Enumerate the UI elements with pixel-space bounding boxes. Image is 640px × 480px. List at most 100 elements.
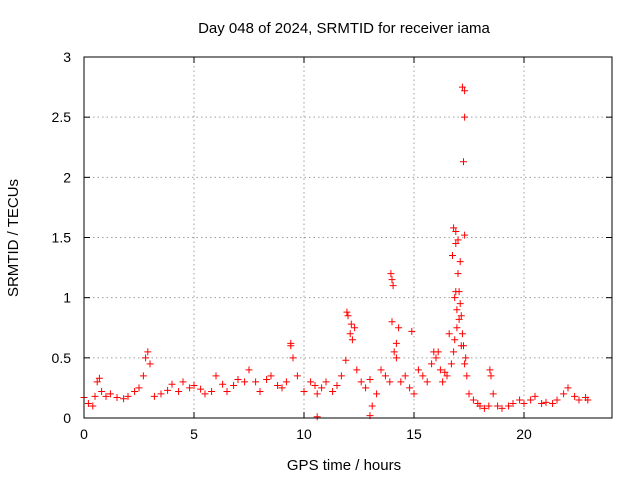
data-point — [452, 240, 460, 248]
data-point — [414, 366, 422, 374]
data-point — [179, 378, 187, 386]
grid-lines — [84, 57, 612, 418]
data-point — [469, 396, 477, 404]
data-point — [282, 378, 290, 386]
x-tick-label: 0 — [80, 426, 88, 442]
data-point — [560, 390, 568, 398]
data-point — [461, 87, 469, 95]
data-point — [449, 252, 456, 260]
data-point — [389, 282, 397, 290]
x-tick-label: 20 — [516, 426, 532, 442]
data-point — [124, 392, 132, 400]
data-point — [520, 400, 528, 408]
data-point — [168, 380, 176, 388]
data-point — [318, 384, 326, 392]
data-point — [450, 224, 458, 232]
data-point — [267, 372, 275, 380]
data-point — [443, 372, 451, 380]
data-point — [390, 348, 398, 356]
data-point — [527, 396, 535, 404]
data-point — [278, 384, 286, 392]
data-point — [351, 324, 359, 332]
data-point — [498, 404, 506, 412]
data-point — [461, 113, 469, 121]
data-point — [455, 315, 463, 323]
data-point — [386, 378, 394, 386]
data-point — [401, 372, 409, 380]
data-point — [190, 382, 198, 390]
data-point — [89, 402, 97, 410]
x-tick-label: 10 — [296, 426, 312, 442]
y-tick-label: 0.5 — [52, 350, 72, 366]
data-point — [144, 348, 152, 356]
data-point — [441, 368, 449, 376]
data-point — [456, 258, 464, 266]
data-point — [509, 400, 517, 408]
data-point — [212, 372, 220, 380]
data-point — [553, 396, 561, 404]
data-point — [293, 372, 301, 380]
data-point — [252, 378, 260, 386]
data-point — [476, 402, 484, 410]
data-point — [348, 336, 356, 344]
data-point — [538, 400, 546, 408]
data-point — [93, 378, 101, 386]
data-point — [460, 158, 467, 166]
data-point — [461, 231, 469, 239]
data-point — [454, 270, 462, 278]
data-point — [465, 390, 473, 398]
data-point — [106, 390, 114, 398]
data-point — [458, 83, 466, 91]
data-point — [102, 392, 110, 400]
data-point — [300, 388, 308, 396]
data-point — [347, 320, 355, 328]
data-point — [428, 360, 436, 368]
data-point — [223, 388, 231, 396]
data-point — [575, 396, 583, 404]
data-point — [584, 396, 592, 404]
data-point — [256, 388, 264, 396]
data-point — [353, 366, 361, 374]
data-point — [289, 354, 297, 362]
data-point — [430, 348, 438, 356]
data-point — [343, 308, 351, 316]
data-point — [439, 378, 447, 386]
y-tick-label: 1.5 — [52, 230, 72, 246]
data-point — [98, 388, 106, 396]
y-tick-label: 1 — [63, 290, 71, 306]
data-point — [333, 382, 341, 390]
data-point — [95, 374, 103, 382]
data-point — [486, 366, 494, 374]
data-point — [485, 402, 493, 410]
data-point — [219, 380, 227, 388]
data-point — [392, 339, 400, 347]
data-point — [458, 330, 466, 338]
data-point — [542, 398, 550, 406]
data-point — [432, 354, 440, 362]
x-tick-label: 5 — [190, 426, 198, 442]
data-point — [406, 384, 414, 392]
data-point — [91, 392, 99, 400]
data-point — [487, 372, 495, 380]
data-point — [322, 378, 330, 386]
data-point — [452, 288, 460, 296]
data-point — [489, 390, 497, 398]
data-point — [410, 390, 418, 398]
data-point — [377, 366, 385, 374]
x-tick-label: 15 — [406, 426, 422, 442]
chart-title: Day 048 of 2024, SRMTID for receiver iam… — [198, 20, 490, 37]
plot-frame — [83, 56, 613, 419]
data-point — [313, 413, 321, 421]
data-point — [456, 300, 464, 308]
data-point — [453, 306, 461, 314]
data-point — [454, 236, 462, 244]
y-tick-label: 0 — [63, 410, 71, 426]
data-point — [150, 392, 158, 400]
x-axis-label: GPS time / hours — [287, 457, 401, 474]
data-point — [531, 392, 539, 400]
data-point — [307, 378, 315, 386]
data-point — [186, 384, 194, 392]
data-point — [142, 354, 150, 362]
data-point — [362, 384, 370, 392]
data-point — [157, 390, 165, 398]
